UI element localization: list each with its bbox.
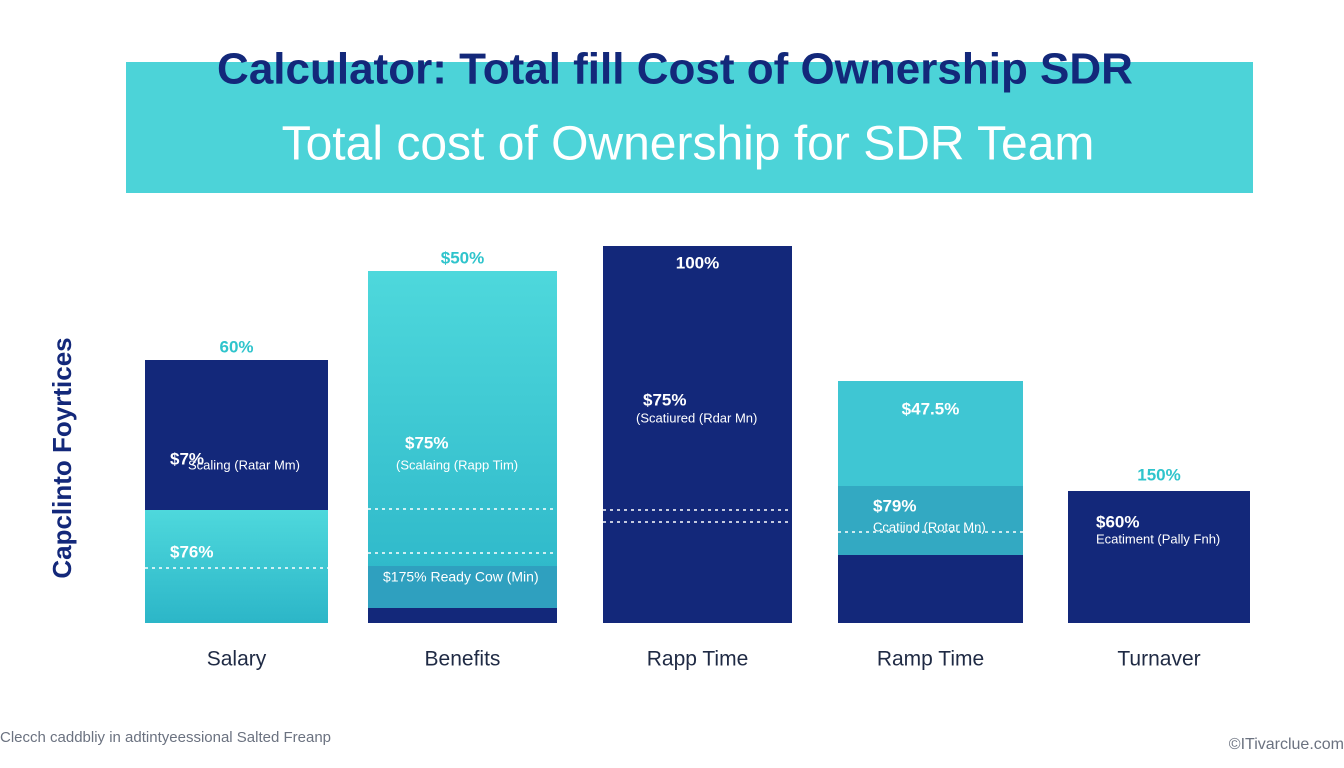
segment-sublabel: Ecatiment (Pally Fnh) [1096,531,1220,546]
column-top-label: 150% [1137,465,1180,484]
bar-segment [145,510,328,623]
bar-segment [1068,491,1250,623]
segment-label: $60% [1096,512,1139,531]
bar-segment [603,246,792,623]
footer-credit: ©ITivarclue.com [1229,736,1344,753]
header-band [126,62,1253,193]
category-label: Rapp Time [647,648,749,671]
bar-segment [838,555,1023,623]
segment-sublabel: (Scatiured (Rdar Mn) [636,410,757,425]
segment-label: $7% [170,449,204,468]
bar-segment [145,360,328,510]
title: Calculator: Total fill Cost of Ownership… [217,45,1133,94]
footer-note: Clecch caddbliy in adtintyeessional Salt… [0,729,331,746]
bar-segment [368,271,557,608]
bar-segment [838,381,1023,486]
y-axis-label: Capclinto Foyrtices [47,337,77,578]
column-top-label: 60% [219,337,253,356]
bar-segment [368,566,557,608]
bar-segment [368,608,557,623]
segment-label: $75% [405,433,448,452]
category-label: Benefits [425,648,501,671]
segment-label: $75% [643,390,686,409]
category-label: Salary [207,648,267,671]
column-top-label: $50% [441,248,484,267]
segment-label: $76% [170,542,213,561]
column-top-label: 100% [676,253,719,272]
segment-label: $175% Ready Cow (Min) [383,569,539,585]
bar-segment [838,486,1023,555]
category-label: Ramp Time [877,648,984,671]
category-label: Turnaver [1117,648,1200,671]
segment-label: $79% [873,496,916,515]
segment-sublabel: Ccatiind (Rotar Mn) [873,519,986,534]
subtitle: Total cost of Ownership for SDR Team [282,118,1095,171]
segment-sublabel: Scaling (Ratar Mm) [188,457,300,472]
column-top-label: $47.5% [902,399,960,418]
segment-sublabel: (Scalaing (Rapp Tim) [396,457,518,472]
